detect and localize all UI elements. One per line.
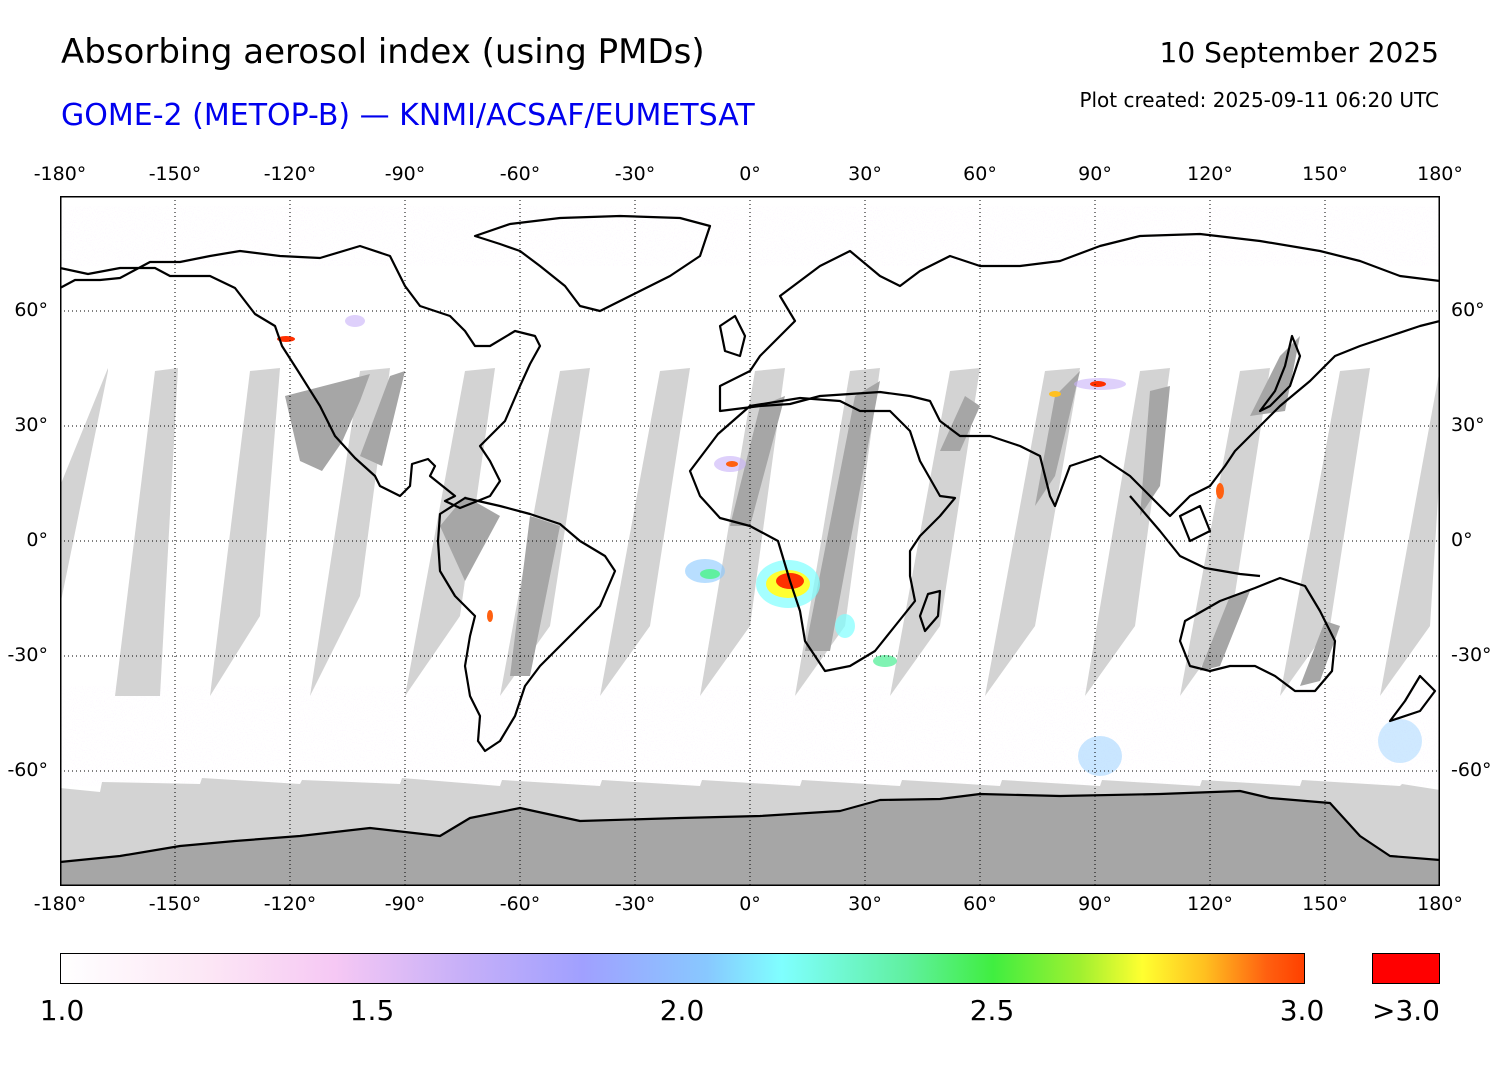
colorbar-over-label: >3.0 — [1372, 994, 1440, 1027]
lon-label: 30° — [848, 163, 882, 185]
lon-label: -30° — [614, 163, 656, 185]
lon-label: 90° — [1078, 163, 1112, 185]
lon-label: 60° — [963, 163, 997, 185]
colorbar-label: 2.5 — [969, 994, 1015, 1027]
plot-created-timestamp: Plot created: 2025-09-11 06:20 UTC — [1079, 88, 1439, 112]
aerosol-plume — [835, 614, 855, 638]
coastline-greenland — [473, 214, 712, 313]
lat-label: 30° — [1451, 414, 1485, 436]
lat-label: 60° — [14, 299, 48, 321]
aerosol-plume — [1078, 736, 1122, 776]
land-no-data-patch — [805, 381, 880, 651]
map-subtitle: GOME-2 (METOP-B) — KNMI/ACSAF/EUMETSAT — [61, 98, 755, 133]
aerosol-plume — [487, 610, 493, 622]
lon-label: -120° — [263, 893, 317, 915]
coastline-indonesia — [1129, 495, 1261, 578]
land-no-data-patch — [1140, 386, 1170, 516]
land-no-data-patch — [1035, 371, 1080, 506]
lat-label: 0° — [1451, 529, 1473, 551]
map-title: Absorbing aerosol index (using PMDs) — [61, 32, 705, 72]
lon-label: -180° — [33, 163, 87, 185]
land-no-data-patch — [1300, 621, 1340, 686]
aerosol-plume — [726, 461, 738, 467]
lat-label: -60° — [1451, 759, 1492, 781]
lat-label: 60° — [1451, 299, 1485, 321]
colorbar — [60, 953, 1305, 984]
coastlines — [60, 214, 1440, 864]
coastline-japan — [1258, 334, 1302, 413]
coastline-eurasia — [718, 232, 1440, 518]
lon-label: -30° — [614, 893, 656, 915]
colorbar-label: 2.0 — [659, 994, 705, 1027]
colorbar-label: 1.0 — [39, 994, 85, 1027]
lon-label: -150° — [148, 893, 202, 915]
aerosol-plume — [700, 569, 720, 579]
land-no-data-patch — [360, 371, 405, 466]
aerosol-plume — [1378, 719, 1422, 763]
lon-label: -90° — [384, 163, 426, 185]
coastline-madagascar — [918, 589, 942, 633]
map-frame — [60, 196, 1440, 886]
map-date: 10 September 2025 — [1159, 36, 1439, 69]
coastline-uk — [718, 314, 747, 358]
lon-label: 90° — [1078, 893, 1112, 915]
orbit-gap — [1380, 368, 1440, 696]
land-no-data-patch — [510, 516, 560, 676]
lat-label: 30° — [14, 414, 48, 436]
lon-label: -120° — [263, 163, 317, 185]
coastline-africa — [688, 396, 957, 673]
graticule — [60, 196, 1440, 886]
orbit-gap — [60, 368, 108, 606]
land-no-data-patch — [940, 396, 980, 451]
lat-label: -30° — [1451, 644, 1492, 666]
coastline-antarctica — [60, 789, 1440, 864]
orbit-gap — [600, 368, 690, 696]
aerosol-plumes — [277, 315, 1422, 776]
lon-label: 120° — [1187, 163, 1233, 185]
aerosol-plume — [1049, 391, 1061, 397]
lon-label: -60° — [499, 893, 541, 915]
aerosol-plume — [1216, 483, 1224, 499]
lon-label: 60° — [963, 893, 997, 915]
lon-label: 180° — [1417, 893, 1463, 915]
lat-label: -30° — [7, 644, 48, 666]
aerosol-plume — [1090, 381, 1106, 387]
colorbar-over-swatch — [1372, 953, 1440, 984]
land-no-data-patch — [730, 396, 785, 526]
lon-label: 0° — [739, 893, 761, 915]
land-no-data-patch — [440, 496, 500, 581]
coastline-south-america — [436, 496, 617, 753]
colorbar-label: 3.0 — [1279, 994, 1325, 1027]
lon-label: -60° — [499, 163, 541, 185]
lon-label: 30° — [848, 893, 882, 915]
lon-label: 150° — [1302, 893, 1348, 915]
lon-label: -150° — [148, 163, 202, 185]
lon-label: -90° — [384, 893, 426, 915]
colorbar-label: 1.5 — [349, 994, 395, 1027]
coastline-australia — [1178, 576, 1337, 693]
coastline-new-zealand — [1388, 674, 1437, 723]
aerosol-plume — [873, 655, 897, 667]
antarctica-land-no-data — [60, 791, 1440, 886]
lon-label: 0° — [739, 163, 761, 185]
coastline-north-america — [60, 244, 542, 510]
orbit-gap — [210, 368, 280, 696]
lon-label: 120° — [1187, 893, 1233, 915]
lon-label: -180° — [33, 893, 87, 915]
lon-label: 180° — [1417, 163, 1463, 185]
orbit-gap — [1180, 368, 1270, 696]
lon-label: 150° — [1302, 163, 1348, 185]
orbit-gap — [115, 368, 178, 696]
aerosol-plume — [345, 315, 365, 327]
lat-label: -60° — [7, 759, 48, 781]
aerosol-index-map — [60, 196, 1440, 886]
lat-label: 0° — [26, 529, 48, 551]
land-no-data-patch — [1200, 591, 1250, 671]
